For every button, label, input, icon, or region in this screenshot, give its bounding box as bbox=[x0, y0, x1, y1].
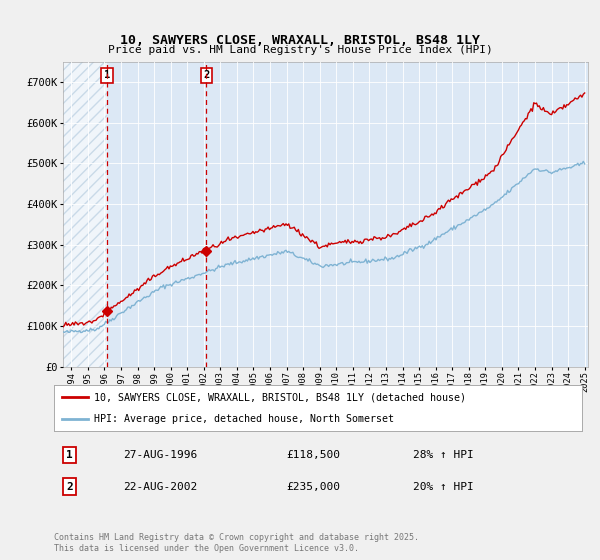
Text: 28% ↑ HPI: 28% ↑ HPI bbox=[413, 450, 474, 460]
Bar bbox=[63, 62, 107, 367]
Text: £235,000: £235,000 bbox=[286, 482, 340, 492]
Text: 10, SAWYERS CLOSE, WRAXALL, BRISTOL, BS48 1LY (detached house): 10, SAWYERS CLOSE, WRAXALL, BRISTOL, BS4… bbox=[94, 392, 466, 402]
Text: Price paid vs. HM Land Registry's House Price Index (HPI): Price paid vs. HM Land Registry's House … bbox=[107, 45, 493, 55]
Text: 27-AUG-1996: 27-AUG-1996 bbox=[122, 450, 197, 460]
Bar bbox=[107, 62, 206, 367]
Text: 1: 1 bbox=[104, 71, 110, 80]
Text: 22-AUG-2002: 22-AUG-2002 bbox=[122, 482, 197, 492]
Text: HPI: Average price, detached house, North Somerset: HPI: Average price, detached house, Nort… bbox=[94, 414, 394, 424]
Text: 20% ↑ HPI: 20% ↑ HPI bbox=[413, 482, 474, 492]
Text: £118,500: £118,500 bbox=[286, 450, 340, 460]
Text: 10, SAWYERS CLOSE, WRAXALL, BRISTOL, BS48 1LY: 10, SAWYERS CLOSE, WRAXALL, BRISTOL, BS4… bbox=[120, 34, 480, 47]
Text: 2: 2 bbox=[67, 482, 73, 492]
Text: 1: 1 bbox=[67, 450, 73, 460]
Text: 2: 2 bbox=[203, 71, 209, 80]
Text: Contains HM Land Registry data © Crown copyright and database right 2025.
This d: Contains HM Land Registry data © Crown c… bbox=[54, 534, 419, 553]
